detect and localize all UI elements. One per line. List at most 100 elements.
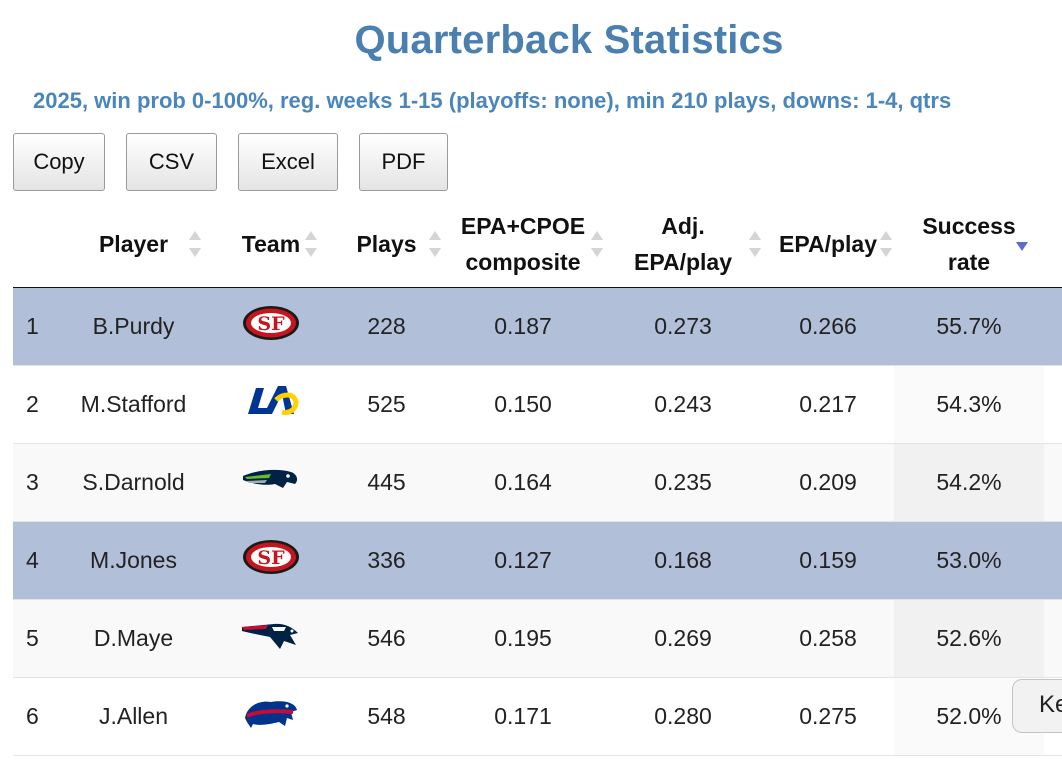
cell-adj-epa: 0.235 [604,443,762,522]
cell-success-rate: 52.6% [894,599,1044,678]
header-adj-line1: Adj. [661,213,705,240]
team-logo-icon: SF [242,305,300,347]
cell-epa-play: 0.217 [762,365,894,444]
cell-composite: 0.127 [442,521,604,600]
cell-plays: 546 [331,599,442,678]
cell-plays: 336 [331,521,442,600]
cell-rank: 2 [13,365,56,444]
header-success-label: Success rate [922,208,1015,280]
page-title: Quarterback Statistics [354,18,784,62]
table-row[interactable]: 6 J.Allen 548 0.171 0.280 0.275 52.0% [13,677,1062,756]
cell-adj-epa: 0.273 [604,287,762,366]
table-header-row: Player Team Plays EPA+CPOE composite Adj.… [13,202,1062,288]
cell-rank: 1 [13,287,56,366]
cell-composite: 0.187 [442,287,604,366]
header-epa-play-label: EPA/play [779,231,877,258]
cell-player: J.Allen [56,677,211,756]
table-row[interactable]: 3 S.Darnold 445 0.164 0.235 0.209 54.2% [13,443,1062,522]
cell-epa-play: 0.266 [762,287,894,366]
header-adj-line2: EPA/play [634,249,732,276]
table-row[interactable]: 1 B.Purdy SF 228 0.187 0.273 0.266 55.7% [13,287,1062,366]
sort-arrows-icon [880,231,892,258]
team-logo-icon [240,619,302,657]
sort-arrows-icon [591,231,603,258]
cell-rank: 3 [13,443,56,522]
pdf-button[interactable]: PDF [359,133,448,191]
export-buttons: Copy CSV Excel PDF [13,133,469,191]
cell-overflow [1044,599,1062,678]
header-rank [13,202,56,288]
cell-player: B.Purdy [56,287,211,366]
header-success-line2: rate [947,249,991,276]
cell-overflow [1044,521,1062,600]
cell-epa-play: 0.275 [762,677,894,756]
cell-composite: 0.171 [442,677,604,756]
table-row[interactable]: 5 D.Maye 546 0.195 0.269 0.258 52.6% [13,599,1062,678]
cell-player: M.Jones [56,521,211,600]
header-team[interactable]: Team [211,202,331,288]
cell-team: SF [211,521,331,600]
cell-adj-epa: 0.269 [604,599,762,678]
header-success-rate[interactable]: Success rate [894,202,1044,288]
cell-adj-epa: 0.280 [604,677,762,756]
cell-composite: 0.164 [442,443,604,522]
team-logo-icon [242,382,300,426]
cell-success-rate: 55.7% [894,287,1044,366]
cell-player: D.Maye [56,599,211,678]
cell-player: S.Darnold [56,443,211,522]
sort-arrows-icon [305,231,317,258]
cell-rank: 5 [13,599,56,678]
header-player[interactable]: Player [56,202,211,288]
sort-arrows-icon [749,231,761,258]
svg-text:SF: SF [257,313,285,335]
team-logo-icon: SF [242,539,300,581]
header-plays[interactable]: Plays [331,202,442,288]
keyboard-shortcuts-button[interactable]: Ke [1012,679,1062,733]
cell-plays: 445 [331,443,442,522]
cell-team [211,365,331,444]
cell-rank: 6 [13,677,56,756]
header-epa-play[interactable]: EPA/play [762,202,894,288]
svg-text:SF: SF [257,547,285,569]
header-composite-label: EPA+CPOE composite [461,208,585,280]
table-row[interactable]: 4 M.Jones SF 336 0.127 0.168 0.159 53.0% [13,521,1062,600]
header-adj-epa-label: Adj. EPA/play [634,208,732,280]
header-overflow [1044,202,1062,288]
cell-success-rate: 54.2% [894,443,1044,522]
header-success-line1: Success [922,213,1016,240]
cell-composite: 0.150 [442,365,604,444]
cell-epa-play: 0.209 [762,443,894,522]
cell-plays: 525 [331,365,442,444]
copy-button[interactable]: Copy [13,133,105,191]
cell-success-rate: 54.3% [894,365,1044,444]
qb-stats-table: Player Team Plays EPA+CPOE composite Adj.… [13,202,1062,756]
cell-adj-epa: 0.168 [604,521,762,600]
excel-button[interactable]: Excel [238,133,338,191]
header-composite[interactable]: EPA+CPOE composite [442,202,604,288]
cell-adj-epa: 0.243 [604,365,762,444]
cell-success-rate: 53.0% [894,521,1044,600]
cell-plays: 228 [331,287,442,366]
sort-descending-icon [1016,242,1028,254]
sort-arrows-icon [189,231,201,258]
header-composite-line2: composite [465,249,581,276]
header-player-label: Player [98,231,169,258]
page-subtitle: 2025, win prob 0-100%, reg. weeks 1-15 (… [33,88,952,113]
cell-player: M.Stafford [56,365,211,444]
cell-overflow [1044,287,1062,366]
sort-arrows-icon [429,231,441,258]
cell-epa-play: 0.159 [762,521,894,600]
cell-epa-play: 0.258 [762,599,894,678]
header-plays-label: Plays [356,231,417,258]
header-adj-epa[interactable]: Adj. EPA/play [604,202,762,288]
cell-overflow [1044,365,1062,444]
header-composite-line1: EPA+CPOE [460,213,586,240]
csv-button[interactable]: CSV [126,133,217,191]
table-row[interactable]: 2 M.Stafford 525 0.150 0.243 0.217 54.3% [13,365,1062,444]
team-logo-icon [241,696,301,736]
cell-team [211,443,331,522]
header-team-label: Team [241,231,301,258]
cell-team [211,677,331,756]
team-logo-icon [241,464,301,500]
cell-composite: 0.195 [442,599,604,678]
